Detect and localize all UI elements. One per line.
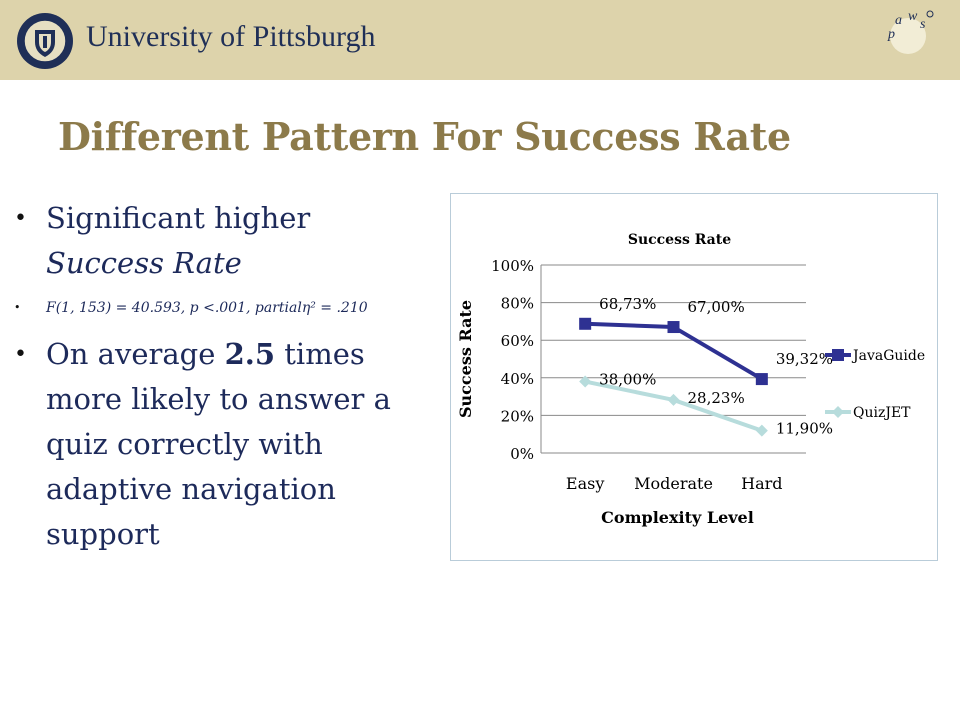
data-label: 67,00% bbox=[688, 298, 745, 316]
x-axis-title: Complexity Level bbox=[601, 508, 754, 527]
paws-letter: s bbox=[920, 17, 926, 32]
paws-letter: p bbox=[887, 27, 895, 42]
data-point bbox=[667, 393, 680, 406]
legend-label: QuizJET bbox=[853, 405, 911, 421]
data-label: 11,90% bbox=[776, 420, 833, 438]
bullet-dot: • bbox=[14, 342, 27, 367]
data-label: 39,32% bbox=[776, 350, 833, 368]
legend-label: JavaGuide bbox=[851, 348, 925, 364]
y-tick-label: 20% bbox=[501, 407, 534, 425]
bullet-statistics: • F(1, 153) = 40.593, p <.001, partialη²… bbox=[10, 298, 430, 318]
legend-marker bbox=[832, 349, 844, 361]
y-tick-label: 40% bbox=[501, 370, 534, 388]
header-banner: University of Pittsburgh p a w s bbox=[0, 0, 960, 80]
slide-title: Different Pattern For Success Rate bbox=[58, 114, 791, 159]
y-axis-title: Success Rate bbox=[456, 300, 475, 418]
data-label: 28,23% bbox=[688, 389, 745, 407]
data-point bbox=[579, 375, 592, 388]
average-prefix: On average bbox=[46, 337, 225, 371]
data-point bbox=[755, 424, 768, 437]
y-tick-label: 0% bbox=[510, 445, 534, 463]
y-tick-label: 80% bbox=[501, 295, 534, 313]
bullet-text-line2: Success Rate bbox=[46, 246, 242, 280]
x-tick-label: Hard bbox=[741, 474, 782, 493]
x-tick-label: Easy bbox=[566, 474, 604, 493]
paws-letter: a bbox=[895, 13, 902, 28]
bullet-text-line1: Significant higher bbox=[46, 201, 311, 235]
data-point bbox=[667, 321, 680, 334]
legend-marker bbox=[832, 406, 844, 418]
paws-letter: w bbox=[908, 9, 918, 24]
data-label: 38,00% bbox=[599, 371, 656, 389]
y-tick-label: 60% bbox=[501, 332, 534, 350]
bullet-dot: • bbox=[14, 301, 21, 314]
university-seal-icon bbox=[17, 13, 73, 69]
bullet-significant: • Significant higher Success Rate bbox=[10, 196, 430, 286]
data-point bbox=[755, 373, 768, 386]
x-tick-label: Moderate bbox=[634, 474, 713, 493]
bullet-list: • Significant higher Success Rate • F(1,… bbox=[10, 196, 430, 557]
data-label: 68,73% bbox=[599, 295, 656, 313]
bullet-dot: • bbox=[14, 206, 27, 231]
statistics-text: F(1, 153) = 40.593, p <.001, partialη² =… bbox=[46, 300, 368, 316]
average-factor: 2.5 bbox=[224, 337, 276, 371]
paws-logo-icon: p a w s bbox=[887, 9, 934, 54]
y-tick-label: 100% bbox=[491, 257, 534, 275]
success-rate-chart: Success Rate 0% 20% 40% 60% 80% 100% Easy Modera… bbox=[450, 193, 938, 561]
average-rest: times more likely to answer a quiz corre… bbox=[46, 337, 391, 551]
data-point bbox=[579, 317, 592, 330]
chart-title: Success Rate bbox=[628, 232, 731, 248]
university-name: University of Pittsburgh bbox=[86, 20, 376, 53]
chart-canvas: Success Rate 0% 20% 40% 60% 80% 100% Easy Modera… bbox=[456, 232, 925, 527]
bullet-average: • On average 2.5 times more likely to an… bbox=[10, 332, 430, 557]
